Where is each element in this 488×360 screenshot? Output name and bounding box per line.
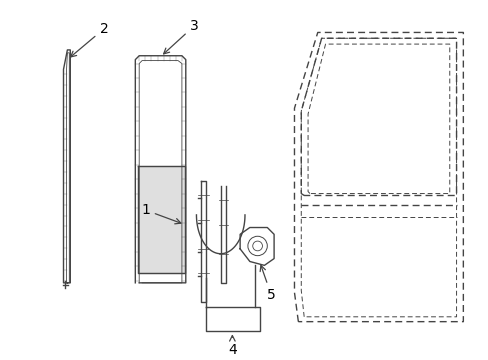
Polygon shape bbox=[138, 166, 184, 273]
Text: 5: 5 bbox=[260, 265, 275, 302]
Text: 2: 2 bbox=[70, 22, 108, 57]
Text: 4: 4 bbox=[227, 336, 236, 357]
Text: 3: 3 bbox=[163, 19, 199, 54]
Text: 1: 1 bbox=[141, 203, 181, 224]
